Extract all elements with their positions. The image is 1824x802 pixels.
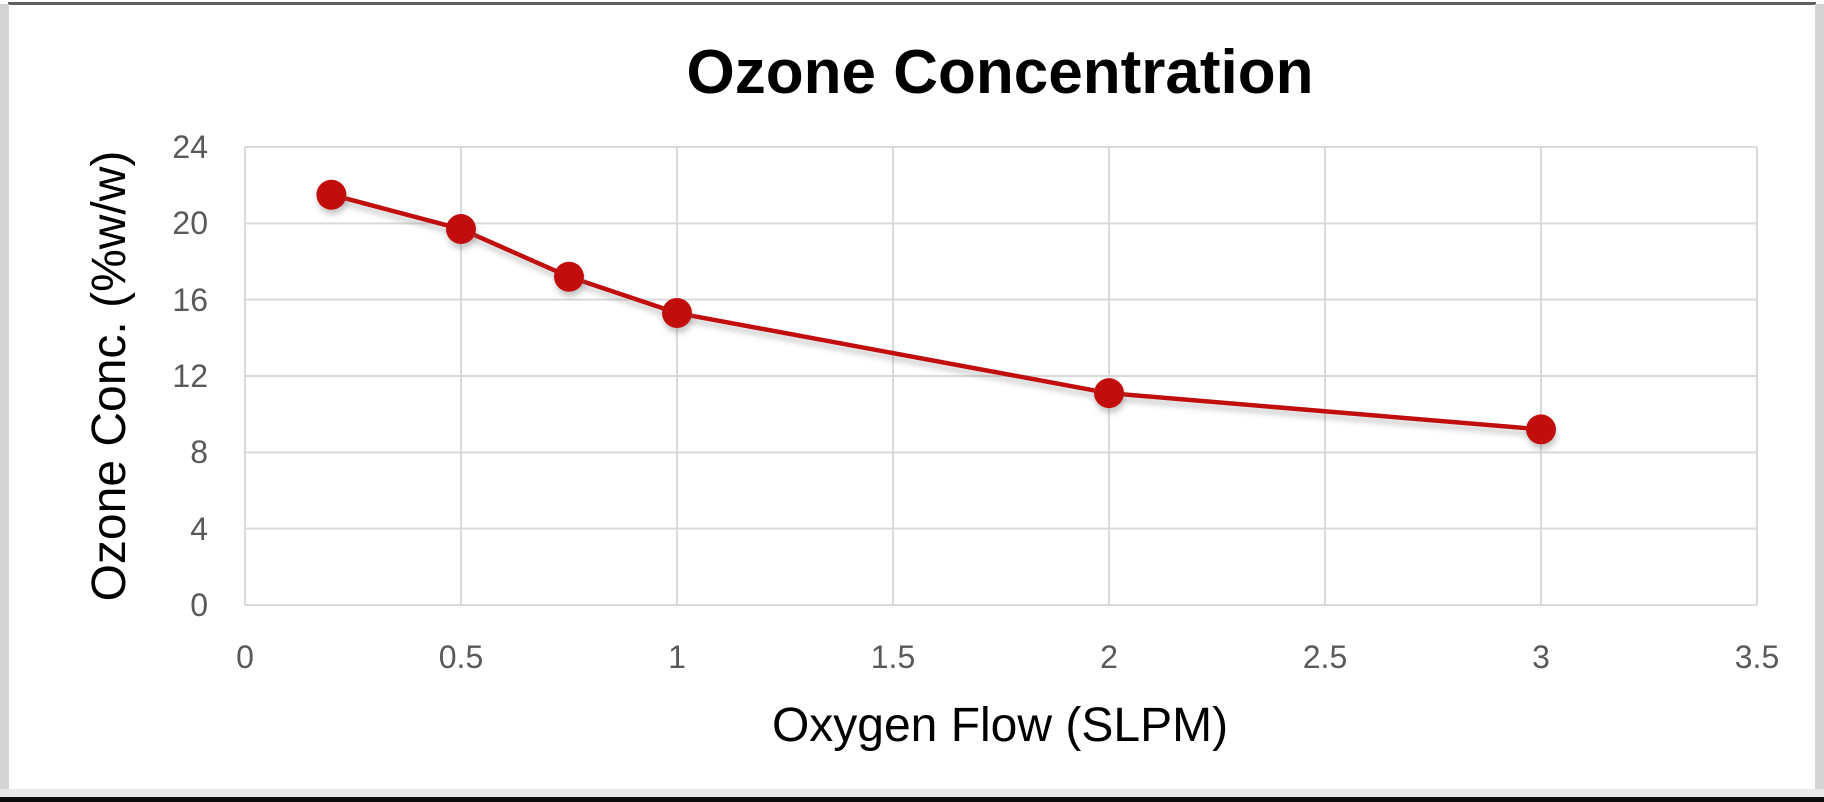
y-tick-label: 12 (172, 358, 208, 394)
y-tick-label: 20 (172, 205, 208, 242)
y-tick-label: 8 (190, 434, 208, 471)
y-tick-label: 0 (190, 587, 208, 623)
data-point-marker (1094, 378, 1124, 409)
x-tick-label: 0.5 (438, 639, 484, 675)
data-point-marker (662, 298, 692, 329)
frame-right-edge (1815, 4, 1824, 790)
chart-title: Ozone Concentration (686, 38, 1314, 107)
frame-top-edge (8, 2, 1816, 5)
y-tick-label: 4 (190, 510, 208, 547)
x-tick-label: 0 (236, 639, 254, 675)
frame-left-edge (0, 4, 9, 790)
frame-bottom-gray-edge (0, 789, 1824, 797)
x-tick-label: 1 (668, 639, 686, 675)
x-tick-label: 2.5 (1302, 639, 1348, 675)
data-point-marker (446, 214, 476, 245)
x-tick-label: 3.5 (1734, 639, 1780, 675)
y-tick-label: 16 (172, 281, 208, 318)
data-point-marker (554, 261, 584, 292)
frame-bottom-black-bar (0, 797, 1824, 802)
y-tick-label: 24 (172, 129, 208, 165)
x-tick-label: 2 (1100, 639, 1118, 675)
x-axis-title: Oxygen Flow (SLPM) (771, 699, 1229, 752)
x-axis-tick-labels: 0 0.5 1 1.5 2 2.5 3 3.5 (0, 638, 1824, 680)
x-tick-label: 1.5 (870, 639, 916, 675)
y-axis-tick-labels: 0 4 8 12 16 20 24 (0, 0, 208, 802)
data-point-marker (316, 179, 347, 210)
x-tick-label: 3 (1532, 639, 1550, 675)
series-line (330, 192, 1542, 432)
data-point-marker (1526, 414, 1556, 445)
